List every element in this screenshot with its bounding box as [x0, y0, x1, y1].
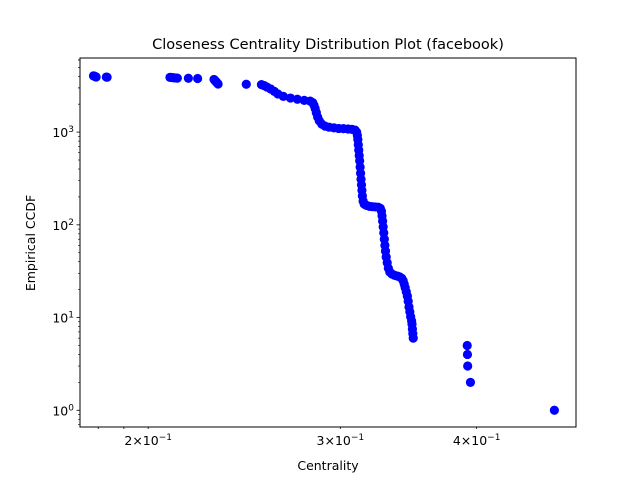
x-axis-label: Centrality	[297, 458, 359, 473]
data-point	[292, 94, 302, 104]
data-point	[549, 405, 559, 415]
x-axis-ticks: 2×10−1 3×10−1 4×10−1	[97, 427, 501, 448]
x-tick-label: 3×10−1	[317, 433, 365, 448]
axes-background	[80, 58, 576, 427]
data-point	[241, 79, 251, 89]
y-tick-label: 100	[52, 403, 74, 418]
x-tick-label: 4×10−1	[453, 433, 501, 448]
data-point	[462, 349, 473, 360]
axes-frame	[79, 57, 577, 428]
data-point	[193, 73, 203, 84]
data-point	[465, 377, 476, 387]
x-tick-label: 2×10−1	[124, 433, 172, 448]
data-points	[88, 71, 559, 415]
y-axis-ticks: 100 101 102 103	[52, 59, 80, 425]
chart-title: Closeness Centrality Distribution Plot (…	[152, 37, 504, 53]
data-point	[102, 72, 112, 82]
y-tick-label: 103	[52, 125, 74, 140]
data-point	[91, 72, 101, 82]
data-point	[285, 93, 295, 103]
y-tick-label: 101	[52, 311, 74, 326]
data-point	[462, 340, 472, 351]
data-point	[278, 91, 288, 101]
y-axis-label: Empirical CCDF	[23, 195, 38, 291]
data-point	[463, 361, 473, 371]
data-point	[213, 79, 223, 89]
data-point	[408, 333, 418, 343]
y-tick-label: 102	[52, 218, 74, 233]
data-point	[172, 73, 182, 83]
data-point	[183, 73, 193, 83]
plot-area	[79, 57, 577, 428]
